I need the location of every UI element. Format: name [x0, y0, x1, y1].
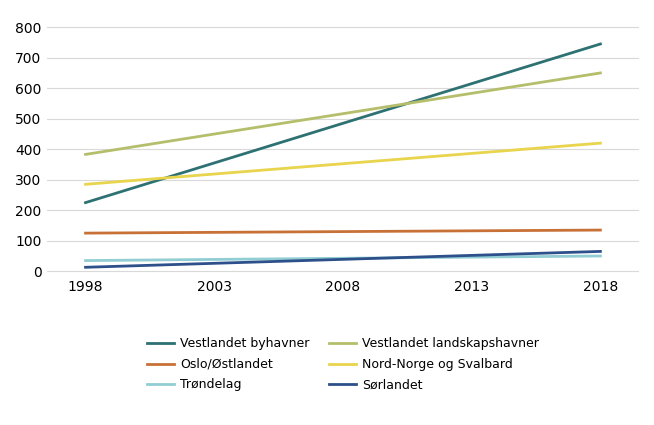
Legend: Vestlandet byhavner, Oslo/Østlandet, Trøndelag, Vestlandet landskapshavner, Nord: Vestlandet byhavner, Oslo/Østlandet, Trø…	[142, 332, 544, 397]
